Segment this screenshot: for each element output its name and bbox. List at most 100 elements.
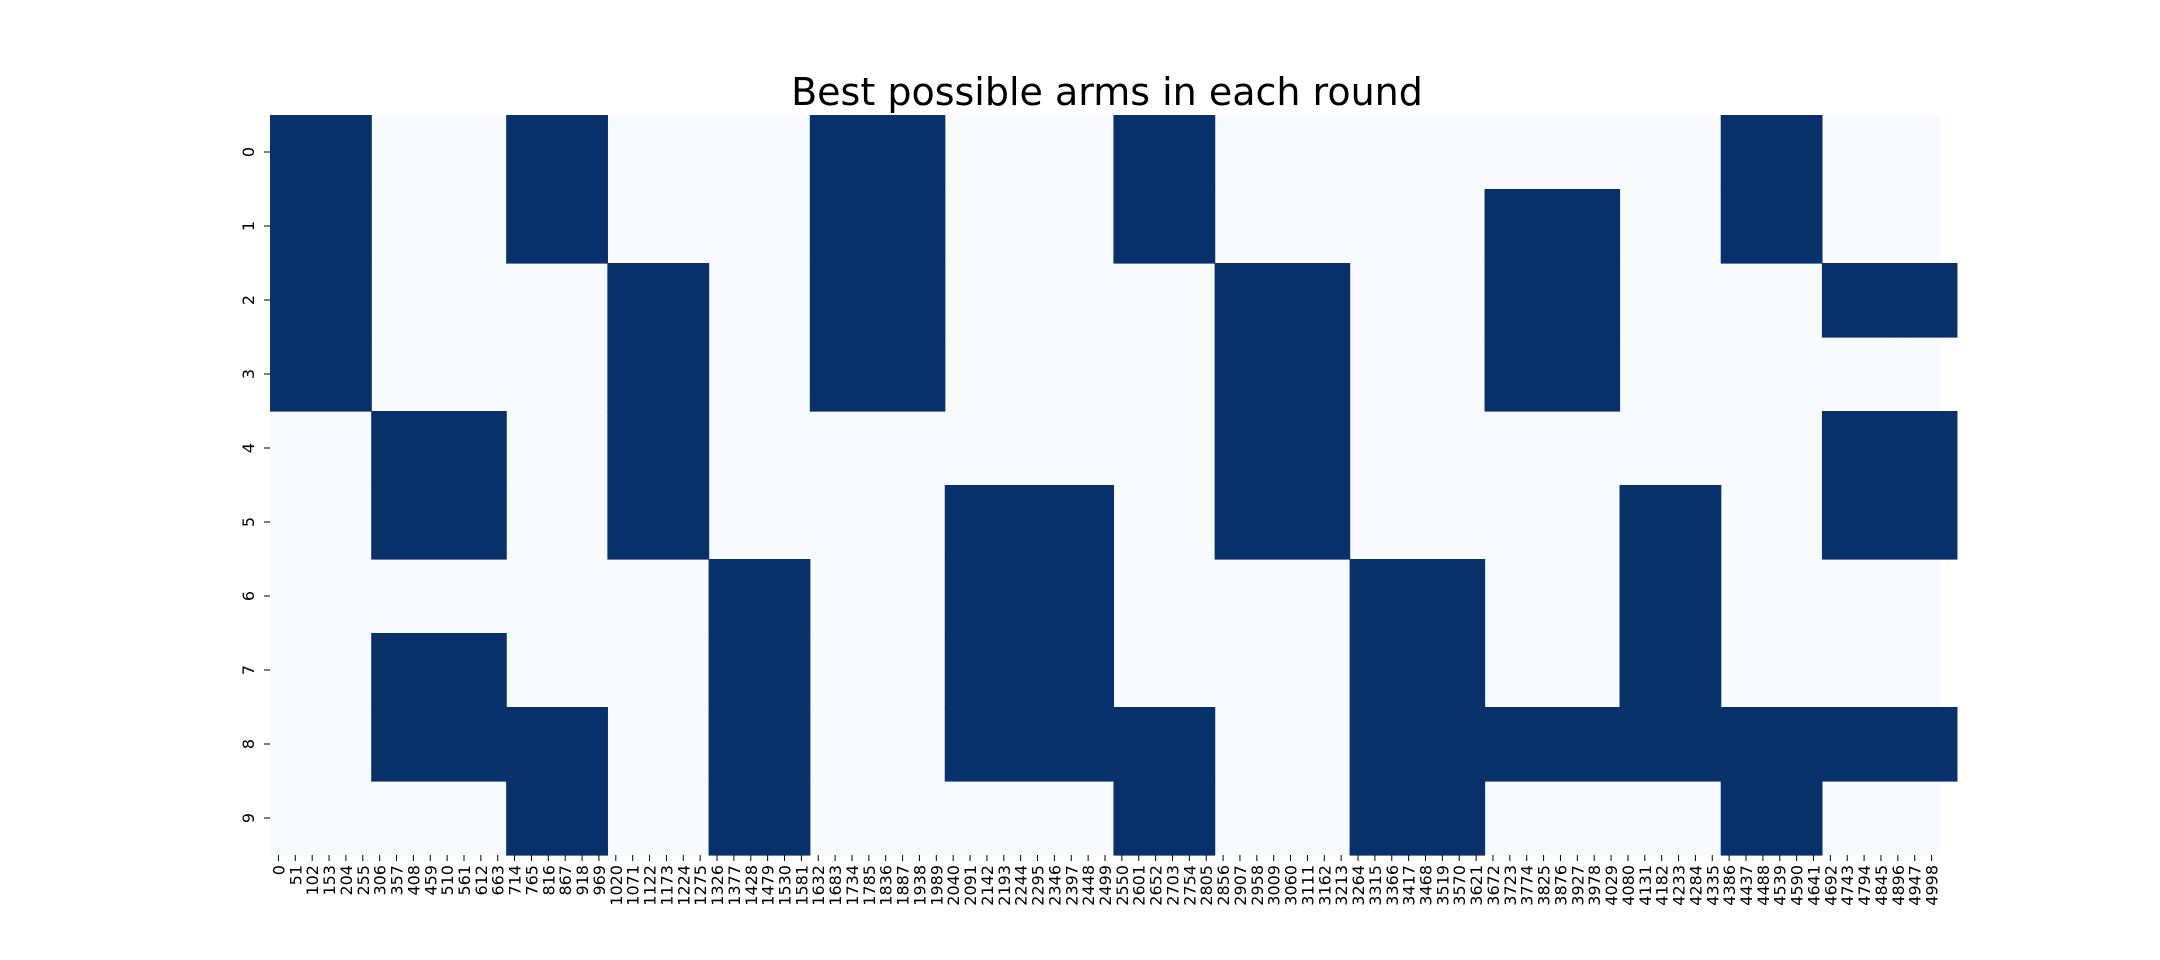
heatmap-cell bbox=[1889, 411, 1907, 486]
x-tick-label: 3723 bbox=[1501, 865, 1520, 906]
heatmap-cell bbox=[1265, 485, 1283, 560]
heatmap-cell bbox=[337, 189, 355, 264]
x-tick-label: 1326 bbox=[708, 865, 727, 906]
heatmap-cell bbox=[1400, 707, 1418, 782]
heatmap-cell bbox=[674, 411, 693, 486]
heatmap-cell bbox=[1298, 263, 1317, 338]
heatmap-cell bbox=[1686, 559, 1705, 634]
heatmap-cell bbox=[1383, 633, 1401, 708]
x-tick-label: 3978 bbox=[1585, 865, 1604, 906]
heatmap-cell bbox=[1568, 337, 1587, 412]
heatmap-cell bbox=[725, 781, 743, 856]
x-tick-label: 3111 bbox=[1298, 865, 1317, 906]
heatmap-cell bbox=[1906, 485, 1924, 560]
heatmap-cell bbox=[421, 485, 440, 560]
heatmap-cell bbox=[1029, 633, 1047, 708]
heatmap-cell bbox=[1130, 707, 1148, 782]
heatmap-cell bbox=[742, 781, 760, 856]
heatmap-cell bbox=[607, 337, 625, 412]
heatmap-cell bbox=[1855, 411, 1874, 486]
x-tick-label: 3876 bbox=[1551, 865, 1570, 906]
heatmap-cell bbox=[826, 115, 845, 190]
heatmap-cell bbox=[1535, 337, 1553, 412]
x-tick-label: 2346 bbox=[1045, 865, 1064, 906]
heatmap-cell bbox=[472, 633, 490, 708]
x-tick-label: 2499 bbox=[1096, 865, 1115, 906]
heatmap-cell bbox=[270, 337, 288, 412]
heatmap-cell bbox=[1231, 485, 1249, 560]
x-tick-label: 204 bbox=[337, 865, 356, 896]
heatmap-cell bbox=[303, 337, 322, 412]
x-tick-label: 4998 bbox=[1923, 865, 1942, 906]
heatmap-cell bbox=[641, 485, 659, 560]
heatmap-cell bbox=[1501, 707, 1519, 782]
heatmap-cell bbox=[1720, 781, 1739, 856]
heatmap-cell bbox=[1838, 485, 1857, 560]
heatmap-cell bbox=[1686, 707, 1705, 782]
heatmap-cell bbox=[1518, 707, 1536, 782]
heatmap-cell bbox=[1214, 485, 1233, 560]
heatmap-cells bbox=[270, 115, 1958, 856]
x-tick-label: 4080 bbox=[1619, 865, 1638, 906]
heatmap-cell bbox=[927, 263, 946, 338]
heatmap-cell bbox=[809, 263, 828, 338]
heatmap-cell bbox=[1585, 707, 1604, 782]
heatmap-cell bbox=[1180, 189, 1199, 264]
y-axis-ticks: 0 1 2 3 4 5 6 7 8 9 bbox=[239, 147, 270, 823]
heatmap-cell bbox=[472, 707, 490, 782]
x-tick-label: 3009 bbox=[1265, 865, 1284, 906]
x-tick-label: 2142 bbox=[978, 865, 997, 906]
x-tick-label: 2193 bbox=[995, 865, 1014, 906]
heatmap-cell bbox=[641, 337, 659, 412]
x-tick-label: 1683 bbox=[826, 865, 845, 906]
heatmap-cell bbox=[1501, 263, 1519, 338]
heatmap-cell bbox=[404, 411, 423, 486]
heatmap-cell bbox=[1012, 707, 1030, 782]
heatmap-cell bbox=[1602, 337, 1621, 412]
heatmap-cell bbox=[354, 115, 372, 190]
x-tick-label: 3519 bbox=[1433, 865, 1452, 906]
x-tick-label: 153 bbox=[320, 865, 339, 896]
x-tick-label: 2448 bbox=[1079, 865, 1098, 906]
heatmap-cell bbox=[523, 781, 541, 856]
heatmap-cell bbox=[1923, 411, 1941, 486]
heatmap-cell bbox=[911, 263, 929, 338]
heatmap-cell bbox=[1788, 189, 1806, 264]
heatmap-cell bbox=[1940, 707, 1958, 782]
x-tick-label: 561 bbox=[455, 865, 474, 896]
heatmap-cell bbox=[657, 411, 676, 486]
heatmap-cell bbox=[1282, 485, 1300, 560]
x-tick-label: 1071 bbox=[624, 865, 643, 906]
x-tick-label: 3672 bbox=[1484, 865, 1503, 906]
heatmap-cell bbox=[860, 115, 878, 190]
heatmap-cell bbox=[978, 633, 996, 708]
heatmap-cell bbox=[1653, 559, 1671, 634]
x-tick-label: 2550 bbox=[1113, 865, 1132, 906]
x-tick-label: 1020 bbox=[607, 865, 626, 906]
heatmap-cell bbox=[371, 411, 389, 486]
heatmap-cell bbox=[1417, 633, 1435, 708]
heatmap-cell bbox=[303, 115, 322, 190]
heatmap-cell bbox=[1383, 559, 1401, 634]
heatmap-cell bbox=[826, 263, 845, 338]
y-tick-label: 9 bbox=[239, 813, 258, 823]
heatmap-cell bbox=[1467, 707, 1486, 782]
heatmap-cell bbox=[657, 337, 676, 412]
heatmap-cell bbox=[337, 337, 355, 412]
heatmap-cell bbox=[286, 337, 305, 412]
heatmap-cell bbox=[708, 707, 727, 782]
heatmap-cell bbox=[354, 263, 372, 338]
heatmap-cell bbox=[1164, 781, 1182, 856]
x-tick-label: 4437 bbox=[1737, 865, 1756, 906]
heatmap-cell bbox=[1315, 337, 1334, 412]
x-tick-label: 510 bbox=[438, 865, 457, 896]
heatmap-cell bbox=[1737, 781, 1756, 856]
heatmap-cell bbox=[657, 485, 676, 560]
heatmap-cell bbox=[1821, 485, 1840, 560]
heatmap-cell bbox=[1889, 485, 1907, 560]
heatmap-cell bbox=[1400, 633, 1418, 708]
heatmap-cell bbox=[1518, 337, 1536, 412]
heatmap-cell bbox=[1315, 411, 1334, 486]
heatmap-cell bbox=[354, 337, 372, 412]
heatmap-cell bbox=[1164, 115, 1182, 190]
